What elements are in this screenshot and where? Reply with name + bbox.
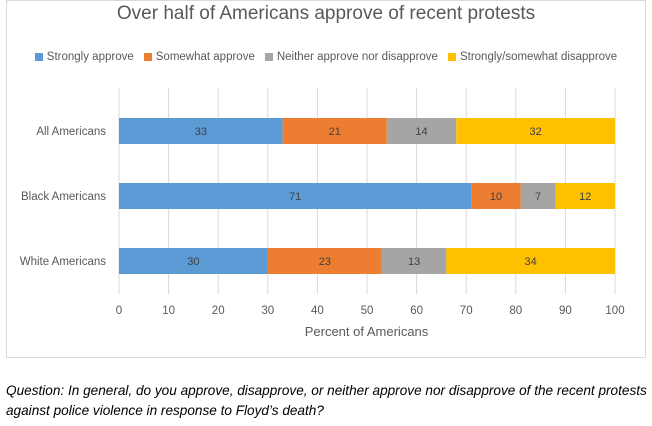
legend-item: Neither approve nor disapprove	[264, 51, 438, 63]
survey-question-footnote: Question: In general, do you approve, di…	[6, 383, 647, 418]
data-label: 30	[187, 256, 199, 268]
x-tick-label: 30	[261, 305, 274, 317]
x-tick-label: 50	[361, 305, 374, 317]
bar-segment	[119, 183, 472, 209]
data-label: 7	[535, 191, 541, 203]
legend-item: Strongly/somewhat disapprove	[447, 51, 618, 63]
x-tick-label: 40	[311, 305, 324, 317]
bar-segment	[381, 248, 447, 274]
legend-label: Strongly approve	[46, 51, 134, 63]
bar-segment	[267, 248, 382, 274]
bar-segment	[119, 248, 268, 274]
data-label: 21	[329, 126, 341, 138]
bar-segment	[471, 183, 521, 209]
category-label: All Americans	[36, 126, 106, 138]
data-label: 33	[195, 126, 207, 138]
data-label: 12	[579, 191, 591, 203]
data-label: 14	[415, 126, 427, 138]
bar-segment	[282, 118, 387, 144]
bar-segment	[555, 183, 615, 209]
category-label: Black Americans	[21, 191, 106, 203]
legend-swatch	[34, 53, 43, 61]
data-label: 23	[319, 256, 331, 268]
x-tick-label: 60	[410, 305, 423, 317]
bar-segment	[456, 118, 615, 144]
x-tick-label: 80	[509, 305, 522, 317]
bar-segment	[119, 118, 283, 144]
chart-legend: Strongly approve Somewhat approve Neither …	[0, 51, 652, 63]
legend-item: Somewhat approve	[143, 51, 255, 63]
data-label: 32	[530, 126, 542, 138]
bar-segment	[446, 248, 615, 274]
data-label: 13	[408, 256, 420, 268]
legend-swatch	[143, 53, 152, 61]
x-axis-title: Percent of Americans	[304, 324, 429, 339]
x-tick-label: 20	[212, 305, 225, 317]
x-tick-label: 70	[460, 305, 473, 317]
bar-segment	[520, 183, 556, 209]
chart-frame	[6, 0, 646, 358]
legend-item: Strongly approve	[34, 51, 134, 63]
x-tick-label: 10	[162, 305, 175, 317]
legend-label: Strongly/somewhat disapprove	[459, 51, 618, 63]
legend-swatch	[264, 53, 273, 61]
data-label: 10	[490, 191, 502, 203]
category-label: White Americans	[20, 256, 107, 268]
legend-label: Neither approve nor disapprove	[276, 51, 438, 63]
data-label: 34	[525, 256, 537, 268]
bar-segment	[386, 118, 457, 144]
x-tick-label: 0	[116, 305, 122, 317]
data-label: 71	[289, 191, 301, 203]
legend-label: Somewhat approve	[155, 51, 255, 63]
chart-title: Over half of Americans approve of recent…	[116, 3, 536, 24]
x-tick-label: 100	[605, 305, 624, 317]
x-tick-label: 90	[559, 305, 572, 317]
legend-swatch	[447, 53, 456, 61]
